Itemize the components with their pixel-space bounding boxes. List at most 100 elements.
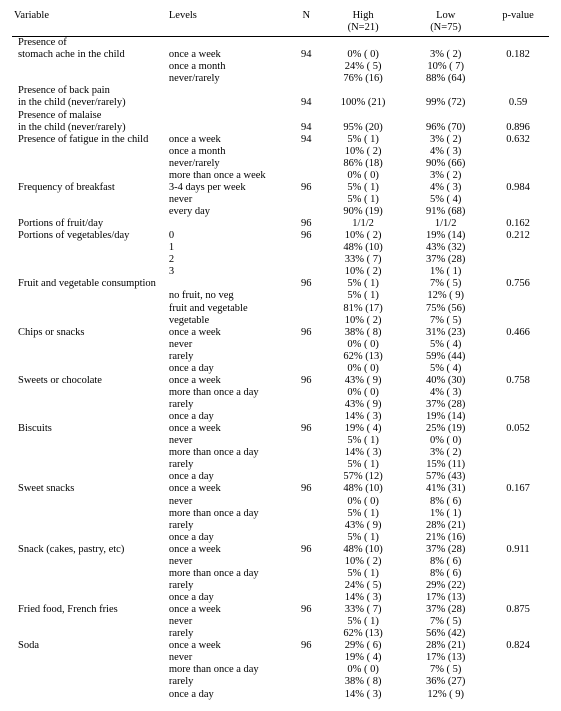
cell-high: 100% (21) xyxy=(322,97,405,109)
cell-lvl: never xyxy=(167,435,291,447)
cell-lvl: once a day xyxy=(167,363,291,375)
cell-n xyxy=(291,399,322,411)
cell-lvl: 3-4 days per week xyxy=(167,182,291,194)
cell-n xyxy=(291,556,322,568)
cell-lvl: more than once a day xyxy=(167,387,291,399)
cell-high: 38% ( 8) xyxy=(322,676,405,688)
table-row: rarely38% ( 8)36% (27) xyxy=(12,676,549,688)
cell-low: 75% (56) xyxy=(404,303,487,315)
cell-n xyxy=(291,303,322,315)
cell-var: in the child (never/rarely) xyxy=(12,122,167,134)
cell-p xyxy=(487,435,549,447)
cell-high: 10% ( 2) xyxy=(322,230,405,242)
cell-low: 41% (31) xyxy=(404,483,487,495)
cell-low: 7% ( 5) xyxy=(404,616,487,628)
cell-p xyxy=(487,85,549,97)
cell-n: 94 xyxy=(291,134,322,146)
cell-n xyxy=(291,580,322,592)
cell-lvl: never xyxy=(167,616,291,628)
cell-lvl: rarely xyxy=(167,676,291,688)
cell-var: Sweets or chocolate xyxy=(12,375,167,387)
cell-high: 0% ( 0) xyxy=(322,496,405,508)
cell-p: 0.212 xyxy=(487,230,549,242)
cell-high: 48% (10) xyxy=(322,544,405,556)
cell-var: Soda xyxy=(12,640,167,652)
table-row: Sweet snacksonce a week9648% (10)41% (31… xyxy=(12,483,549,495)
cell-p xyxy=(487,363,549,375)
cell-low: 1/1/2 xyxy=(404,218,487,230)
cell-var xyxy=(12,508,167,520)
table-row: Fruit and vegetable consumption965% ( 1)… xyxy=(12,278,549,290)
header-variable: Variable xyxy=(12,10,167,37)
cell-lvl: more than once a day xyxy=(167,568,291,580)
table-row: more than once a day5% ( 1)8% ( 6) xyxy=(12,568,549,580)
cell-n xyxy=(291,689,322,701)
cell-p xyxy=(487,387,549,399)
cell-p xyxy=(487,520,549,532)
cell-n xyxy=(291,266,322,278)
cell-low: 4% ( 3) xyxy=(404,182,487,194)
cell-lvl: 1 xyxy=(167,242,291,254)
header-pvalue: p-value xyxy=(487,10,549,37)
cell-lvl: more than once a day xyxy=(167,508,291,520)
cell-var xyxy=(12,363,167,375)
cell-lvl: once a week xyxy=(167,134,291,146)
cell-var: in the child (never/rarely) xyxy=(12,97,167,109)
cell-high: 14% ( 3) xyxy=(322,689,405,701)
cell-p xyxy=(487,568,549,580)
cell-p xyxy=(487,194,549,206)
cell-lvl: once a week xyxy=(167,423,291,435)
table-row: Presence of malaise xyxy=(12,110,549,122)
cell-low: 90% (66) xyxy=(404,158,487,170)
cell-high: 0% ( 0) xyxy=(322,387,405,399)
cell-n: 96 xyxy=(291,483,322,495)
cell-lvl: never/rarely xyxy=(167,158,291,170)
cell-n: 96 xyxy=(291,218,322,230)
cell-high xyxy=(322,110,405,122)
table-row: once a day0% ( 0)5% ( 4) xyxy=(12,363,549,375)
cell-n xyxy=(291,110,322,122)
cell-high: 5% ( 1) xyxy=(322,134,405,146)
cell-p xyxy=(487,266,549,278)
cell-n xyxy=(291,73,322,85)
table-row: never0% ( 0)8% ( 6) xyxy=(12,496,549,508)
cell-low: 8% ( 6) xyxy=(404,568,487,580)
cell-high: 5% ( 1) xyxy=(322,532,405,544)
cell-low: 59% (44) xyxy=(404,351,487,363)
cell-p xyxy=(487,411,549,423)
cell-n xyxy=(291,471,322,483)
cell-lvl: once a week xyxy=(167,49,291,61)
table-row: once a day14% ( 3)12% ( 9) xyxy=(12,689,549,701)
cell-p xyxy=(487,110,549,122)
cell-high: 95% (20) xyxy=(322,122,405,134)
cell-p xyxy=(487,339,549,351)
cell-lvl: vegetable xyxy=(167,315,291,327)
table-row: 233% ( 7)37% (28) xyxy=(12,254,549,266)
table-row: rarely62% (13)59% (44) xyxy=(12,351,549,363)
cell-p: 0.59 xyxy=(487,97,549,109)
cell-p xyxy=(487,351,549,363)
cell-low: 25% (19) xyxy=(404,423,487,435)
cell-var xyxy=(12,664,167,676)
cell-high: 62% (13) xyxy=(322,628,405,640)
cell-high: 43% ( 9) xyxy=(322,520,405,532)
cell-var: stomach ache in the child xyxy=(12,49,167,61)
table-row: Presence of xyxy=(12,37,549,50)
cell-n xyxy=(291,206,322,218)
table-row: Sodaonce a week9629% ( 6)28% (21)0.824 xyxy=(12,640,549,652)
cell-var xyxy=(12,532,167,544)
cell-p xyxy=(487,689,549,701)
cell-var xyxy=(12,254,167,266)
header-low: Low (N=75) xyxy=(404,10,487,37)
cell-low: 19% (14) xyxy=(404,230,487,242)
table-row: Biscuitsonce a week9619% ( 4)25% (19)0.0… xyxy=(12,423,549,435)
cell-p xyxy=(487,303,549,315)
cell-high: 10% ( 2) xyxy=(322,556,405,568)
cell-n: 96 xyxy=(291,278,322,290)
cell-var xyxy=(12,447,167,459)
table-row: once a day14% ( 3)17% (13) xyxy=(12,592,549,604)
cell-p xyxy=(487,676,549,688)
cell-var xyxy=(12,158,167,170)
cell-low: 37% (28) xyxy=(404,399,487,411)
cell-p xyxy=(487,532,549,544)
